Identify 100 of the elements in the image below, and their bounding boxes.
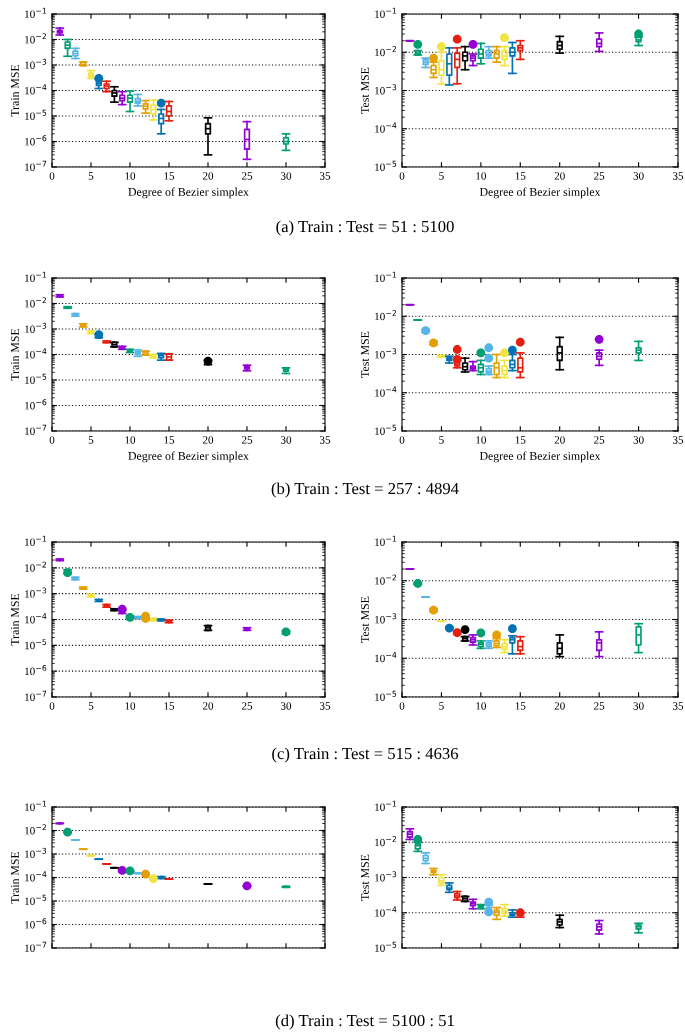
x-tick-label: 35 — [319, 172, 331, 180]
y-tick-label: 10$^{−3}$ — [375, 348, 397, 359]
x-tick-label: 25 — [594, 702, 605, 710]
x-tick-label: 20 — [202, 436, 214, 444]
x-tick-label: 20 — [554, 172, 565, 180]
x-tick-label: 15 — [164, 436, 175, 444]
x-tick-label: 0 — [399, 172, 405, 180]
x-tick-label: 35 — [319, 436, 331, 444]
x-tick-label: 25 — [594, 172, 605, 180]
y-tick-label: 10$^{−4}$ — [25, 613, 47, 624]
y-tick-label: 10$^{−5}$ — [375, 424, 397, 435]
y-tick-label: 10$^{−4}$ — [25, 871, 47, 882]
y-axis-title: Train MSE — [11, 851, 19, 904]
y-axis-title: Test MSE — [361, 596, 369, 643]
y-tick-label: 10$^{−4}$ — [375, 122, 397, 133]
y-tick-label: 10$^{−5}$ — [375, 160, 397, 171]
y-tick-label: 10$^{−2}$ — [375, 310, 397, 321]
x-tick-label: 20 — [202, 702, 214, 710]
x-tick-label: 10 — [125, 436, 136, 444]
x-tick-label: 10 — [476, 702, 486, 710]
y-tick-label: 10$^{−3}$ — [25, 322, 47, 333]
y-tick-label: 10$^{−1}$ — [375, 7, 397, 18]
x-tick-label: 10 — [476, 172, 486, 180]
y-tick-label: 10$^{−6}$ — [25, 135, 47, 146]
x-tick-label: 0 — [49, 436, 55, 444]
y-tick-label: 10$^{−2}$ — [25, 297, 47, 308]
x-axis-title: Degree of Bezier simplex — [128, 451, 249, 463]
y-tick-label: 10$^{−5}$ — [25, 639, 47, 650]
x-tick-label: 35 — [672, 172, 684, 180]
text: (d) Train : Test = 5100 : 51 — [275, 1014, 454, 1030]
x-tick-label: 30 — [280, 436, 292, 444]
y-tick-label: 10$^{−2}$ — [375, 46, 397, 57]
x-tick-label: 5 — [439, 172, 444, 180]
y-tick-label: 10$^{−5}$ — [25, 373, 47, 384]
x-tick-label: 10 — [476, 436, 486, 444]
y-tick-label: 10$^{−5}$ — [25, 894, 47, 905]
x-tick-label: 5 — [439, 436, 444, 444]
y-tick-label: 10$^{−1}$ — [25, 7, 47, 18]
text: (a) Train : Test = 51 : 5100 — [276, 220, 454, 236]
x-tick-label: 10 — [125, 172, 136, 180]
y-tick-label: 10$^{−2}$ — [25, 824, 47, 835]
x-tick-label: 15 — [515, 436, 526, 444]
x-tick-label: 5 — [439, 702, 444, 710]
y-tick-label: 10$^{−1}$ — [25, 271, 47, 282]
x-tick-label: 15 — [515, 172, 526, 180]
x-tick-label: 0 — [399, 702, 405, 710]
y-axis-title: Test MSE — [361, 331, 369, 378]
x-tick-label: 30 — [280, 172, 292, 180]
y-tick-label: 10$^{−1}$ — [375, 535, 397, 546]
y-tick-label: 10$^{−6}$ — [25, 664, 47, 676]
x-tick-label: 25 — [241, 172, 253, 180]
x-tick-label: 35 — [672, 436, 684, 444]
y-tick-label: 10$^{−5}$ — [375, 690, 397, 701]
x-tick-label: 0 — [399, 436, 405, 444]
y-tick-label: 10$^{−2}$ — [25, 33, 47, 44]
x-tick-label: 30 — [280, 702, 292, 710]
x-tick-label: 15 — [515, 702, 526, 710]
y-tick-label: 10$^{−1}$ — [25, 800, 47, 811]
x-tick-label: 20 — [202, 172, 214, 180]
y-tick-label: 10$^{−5}$ — [25, 109, 47, 120]
x-tick-label: 30 — [633, 436, 644, 444]
y-tick-label: 10$^{−6}$ — [25, 399, 47, 410]
y-tick-label: 10$^{−5}$ — [375, 941, 397, 952]
x-tick-label: 0 — [49, 172, 55, 180]
y-axis-title: Train MSE — [11, 64, 19, 117]
y-tick-label: 10$^{−4}$ — [375, 652, 397, 663]
x-axis-title: Degree of Bezier simplex — [128, 187, 249, 199]
x-tick-label: 15 — [164, 172, 175, 180]
y-tick-label: 10$^{−7}$ — [25, 160, 47, 171]
x-tick-label: 25 — [241, 436, 253, 444]
y-tick-label: 10$^{−7}$ — [25, 424, 47, 435]
y-tick-label: 10$^{−3}$ — [25, 58, 47, 69]
y-tick-label: 10$^{−1}$ — [375, 271, 397, 282]
y-tick-label: 10$^{−7}$ — [25, 941, 47, 952]
x-axis-title: Degree of Bezier simplex — [479, 187, 601, 199]
x-tick-label: 5 — [88, 702, 94, 710]
y-tick-label: 10$^{−4}$ — [25, 348, 47, 359]
x-tick-label: 20 — [554, 436, 565, 444]
y-tick-label: 10$^{−4}$ — [375, 906, 397, 917]
y-axis-title: Train MSE — [11, 328, 19, 381]
y-tick-label: 10$^{−4}$ — [25, 84, 47, 95]
x-tick-label: 25 — [241, 702, 253, 710]
y-tick-label: 10$^{−2}$ — [25, 561, 47, 572]
x-tick-label: 35 — [672, 702, 684, 710]
y-tick-label: 10$^{−2}$ — [375, 836, 397, 847]
y-tick-label: 10$^{−1}$ — [375, 800, 397, 811]
x-tick-label: 15 — [164, 702, 175, 710]
y-tick-label: 10$^{−7}$ — [25, 690, 47, 701]
text: (b) Train : Test = 257 : 4894 — [271, 482, 459, 498]
x-tick-label: 30 — [633, 702, 644, 710]
x-tick-label: 35 — [319, 702, 331, 710]
y-tick-label: 10$^{−3}$ — [375, 84, 397, 95]
y-tick-label: 10$^{−6}$ — [25, 918, 47, 929]
y-tick-label: 10$^{−1}$ — [25, 535, 47, 546]
text: (c) Train : Test = 515 : 4636 — [272, 747, 459, 763]
y-tick-label: 10$^{−3}$ — [375, 613, 397, 624]
y-axis-title: Test MSE — [361, 67, 369, 114]
y-tick-label: 10$^{−4}$ — [375, 386, 397, 397]
x-tick-label: 25 — [594, 436, 605, 444]
x-tick-label: 30 — [633, 172, 644, 180]
